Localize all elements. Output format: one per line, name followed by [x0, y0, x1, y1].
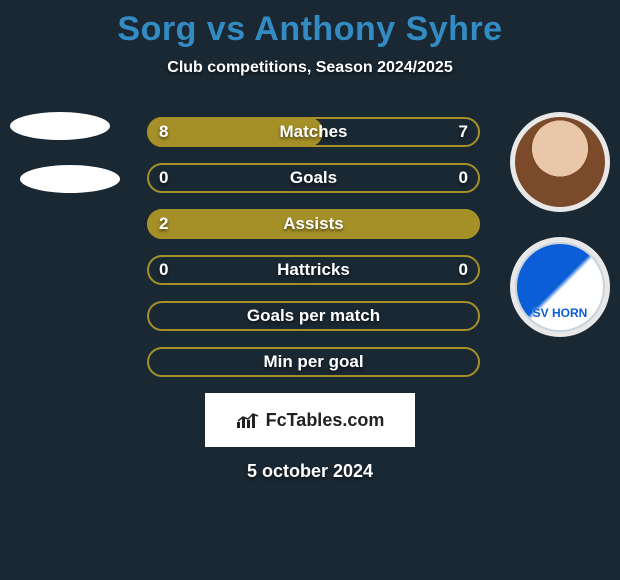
- stat-bar-bg: [147, 163, 480, 193]
- player-face-icon: [515, 117, 605, 207]
- stat-bar-bg: [147, 301, 480, 331]
- comparison-body: SV HORN Matches87 Goals00 Assists2 Hattrick…: [0, 117, 620, 482]
- stat-bar-fill: [147, 209, 480, 239]
- snapshot-date: 5 october 2024: [0, 461, 620, 482]
- brand-badge: FcTables.com: [205, 393, 415, 447]
- left-player-avatar-placeholder: [10, 112, 110, 140]
- stat-row: Goals00: [147, 163, 480, 193]
- brand-sparkline-icon: [236, 411, 260, 429]
- stat-rows: Matches87 Goals00 Assists2 Hattricks00 Goals…: [140, 117, 480, 377]
- stat-row: Goals per match: [147, 301, 480, 331]
- right-club-crest: SV HORN: [510, 237, 610, 337]
- stat-row: Assists2: [147, 209, 480, 239]
- comparison-subtitle: Club competitions, Season 2024/2025: [0, 59, 620, 77]
- right-player-avatar: [510, 112, 610, 212]
- club-crest-text: SV HORN: [517, 306, 603, 320]
- stat-bar-bg: [147, 255, 480, 285]
- left-player-column: [10, 112, 120, 218]
- left-club-crest-placeholder: [20, 165, 120, 193]
- stat-row: Min per goal: [147, 347, 480, 377]
- club-crest-icon: SV HORN: [515, 242, 605, 332]
- brand-text: FcTables.com: [266, 410, 385, 431]
- stat-row: Hattricks00: [147, 255, 480, 285]
- stat-row: Matches87: [147, 117, 480, 147]
- stat-bar-bg: [147, 347, 480, 377]
- stat-bar-fill: [147, 117, 323, 147]
- comparison-title: Sorg vs Anthony Syhre: [0, 0, 620, 49]
- right-player-column: SV HORN: [510, 112, 610, 362]
